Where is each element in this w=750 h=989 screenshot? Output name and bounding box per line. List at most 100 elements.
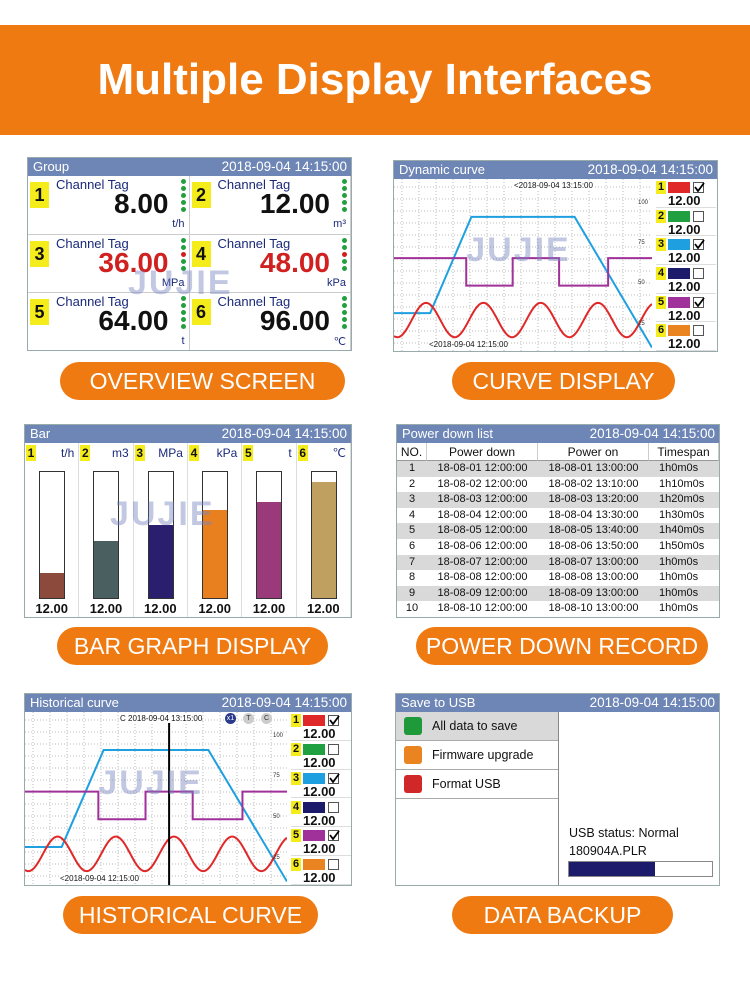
table-cell: 18-08-01 12:00:00 [437, 462, 528, 474]
channel-value: 96.00 [259, 305, 330, 337]
channel-number: 5 [243, 445, 254, 461]
check-mark [329, 830, 340, 841]
table-cell: 10 [405, 602, 419, 615]
channel-number: 3 [134, 445, 145, 461]
legend-swatch [303, 772, 325, 784]
time-bottom: <2018-09-04 12:15:00 [60, 874, 139, 883]
table-cell: 1h0m0s [659, 571, 699, 584]
bar [203, 509, 228, 598]
watermark: JUJIE [98, 763, 203, 802]
time-top: <2018-09-04 13:15:00 [514, 181, 593, 190]
panel-header: Historical curve 2018-09-04 14:15:00 [25, 694, 351, 712]
channel-value: 64.00 [98, 305, 169, 337]
status-dot [180, 317, 186, 323]
y-tick-label: 50 [638, 280, 645, 287]
channel-number: 3 [291, 771, 301, 785]
legend-checkbox [328, 859, 339, 871]
status-dot [180, 200, 186, 205]
table-cell: 18-08-08 13:00:00 [548, 571, 639, 584]
bar-frame [310, 471, 337, 599]
channel-number: 1 [30, 182, 49, 208]
legend-item: 5 12.00 [291, 827, 351, 856]
menu-item[interactable]: Firmware upgrade [396, 741, 558, 770]
panel: Save to USB 2018-09-04 14:15:00 All data t… [395, 693, 720, 886]
table-cell: 1h0m0s [659, 462, 699, 474]
panel-datetime: 2018-09-04 14:15:00 [221, 426, 347, 441]
panel-header: Save to USB 2018-09-04 14:15:00 [396, 694, 719, 712]
bar-column: 3 MPa 12.00 [134, 443, 188, 617]
status-dot [342, 317, 347, 323]
y-tick-label: 100 [273, 732, 284, 739]
legend-checkbox [328, 801, 339, 813]
menu-item[interactable]: Format USB [396, 770, 558, 799]
table-cell: 1 [408, 462, 416, 474]
channel-unit: t/h [60, 446, 75, 460]
channel-cell: 2 Channel Tag 12.00 m³ [189, 176, 351, 235]
legend-swatch [668, 296, 690, 308]
channel-number: 3 [30, 240, 49, 267]
check-mark [329, 773, 340, 784]
status-dot [342, 303, 347, 309]
table-row: 8 18-08-08 12:00:00 18-08-08 13:00:00 1h0m0… [397, 570, 719, 586]
caption-text: POWER DOWN RECORD [425, 633, 699, 659]
bar-frame [93, 471, 120, 599]
table-cell: 8 [408, 571, 416, 584]
channel-number: 5 [30, 299, 49, 326]
channel-value: 12.00 [259, 188, 330, 219]
channel-unit: t [181, 335, 185, 348]
table-row: 9 18-08-09 12:00:00 18-08-09 13:00:00 1h0m0… [397, 585, 719, 602]
legend-swatch [668, 268, 690, 279]
panel-title: Historical curve [30, 695, 119, 710]
channel-number: 1 [291, 714, 301, 727]
legend-swatch [303, 743, 325, 755]
curve-plot [25, 712, 287, 885]
icon-button: x1 [225, 713, 236, 724]
bar-value: 12.00 [144, 601, 177, 616]
table-cell: 2 [408, 477, 416, 490]
channel-value: 36.00 [98, 246, 169, 278]
caption: DATA BACKUP [452, 896, 673, 934]
status-dot [342, 296, 347, 302]
status-dot [180, 179, 186, 184]
channel-cell: 3 Channel Tag 36.00 MPa [28, 234, 190, 294]
channel-unit: kPa [327, 276, 346, 289]
channel-unit: m³ [333, 218, 346, 230]
page-title: Multiple Display Interfaces [97, 55, 653, 104]
icon-button: T [243, 713, 254, 724]
panel: Power down list 2018-09-04 14:15:00 NO. Pow… [396, 424, 720, 618]
y-tick-label: 75 [273, 773, 280, 780]
channel-unit: MPa [161, 276, 185, 289]
panel-body: 100 75 50 25 C 2018-09-04 13:15:00 <2018-09-0… [25, 712, 351, 885]
status-dot [180, 265, 186, 271]
legend-value: 12.00 [668, 307, 701, 323]
table-cell: 18-08-09 13:00:00 [548, 586, 639, 599]
legend-checkbox [693, 239, 705, 251]
channel-unit: kPa [216, 446, 238, 460]
channel-unit: t [288, 446, 292, 460]
time-bottom: <2018-09-04 12:15:00 [429, 340, 508, 349]
curve-plot [394, 179, 652, 351]
bar-value: 12.00 [252, 601, 286, 616]
y-tick-label: 50 [273, 814, 280, 821]
check-mark [694, 182, 705, 193]
legend-item: 3 12.00 [656, 236, 716, 265]
status-dot [180, 244, 186, 250]
legend-checkbox [693, 296, 705, 308]
status-dot [180, 303, 186, 309]
menu-icon [404, 717, 422, 735]
panel-body: 100 75 50 25 <2018-09-04 13:15:00 <2018-09-04… [394, 179, 717, 351]
channel-unit: ℃ [332, 446, 346, 460]
channel-tag: Channel Tag [217, 177, 291, 192]
y-tick-label: 75 [638, 240, 645, 247]
bar-value: 12.00 [198, 601, 231, 616]
bar-value: 12.00 [307, 601, 340, 616]
y-tick-label: 25 [273, 854, 280, 861]
channel-number: 1 [26, 445, 36, 461]
bar-column: 2 m3 12.00 [79, 443, 134, 617]
check-mark [329, 715, 340, 726]
menu-item[interactable]: All data to save [396, 712, 558, 741]
legend-swatch [303, 801, 325, 813]
progress-fill [569, 862, 655, 876]
channel-unit: t/h [172, 218, 185, 230]
